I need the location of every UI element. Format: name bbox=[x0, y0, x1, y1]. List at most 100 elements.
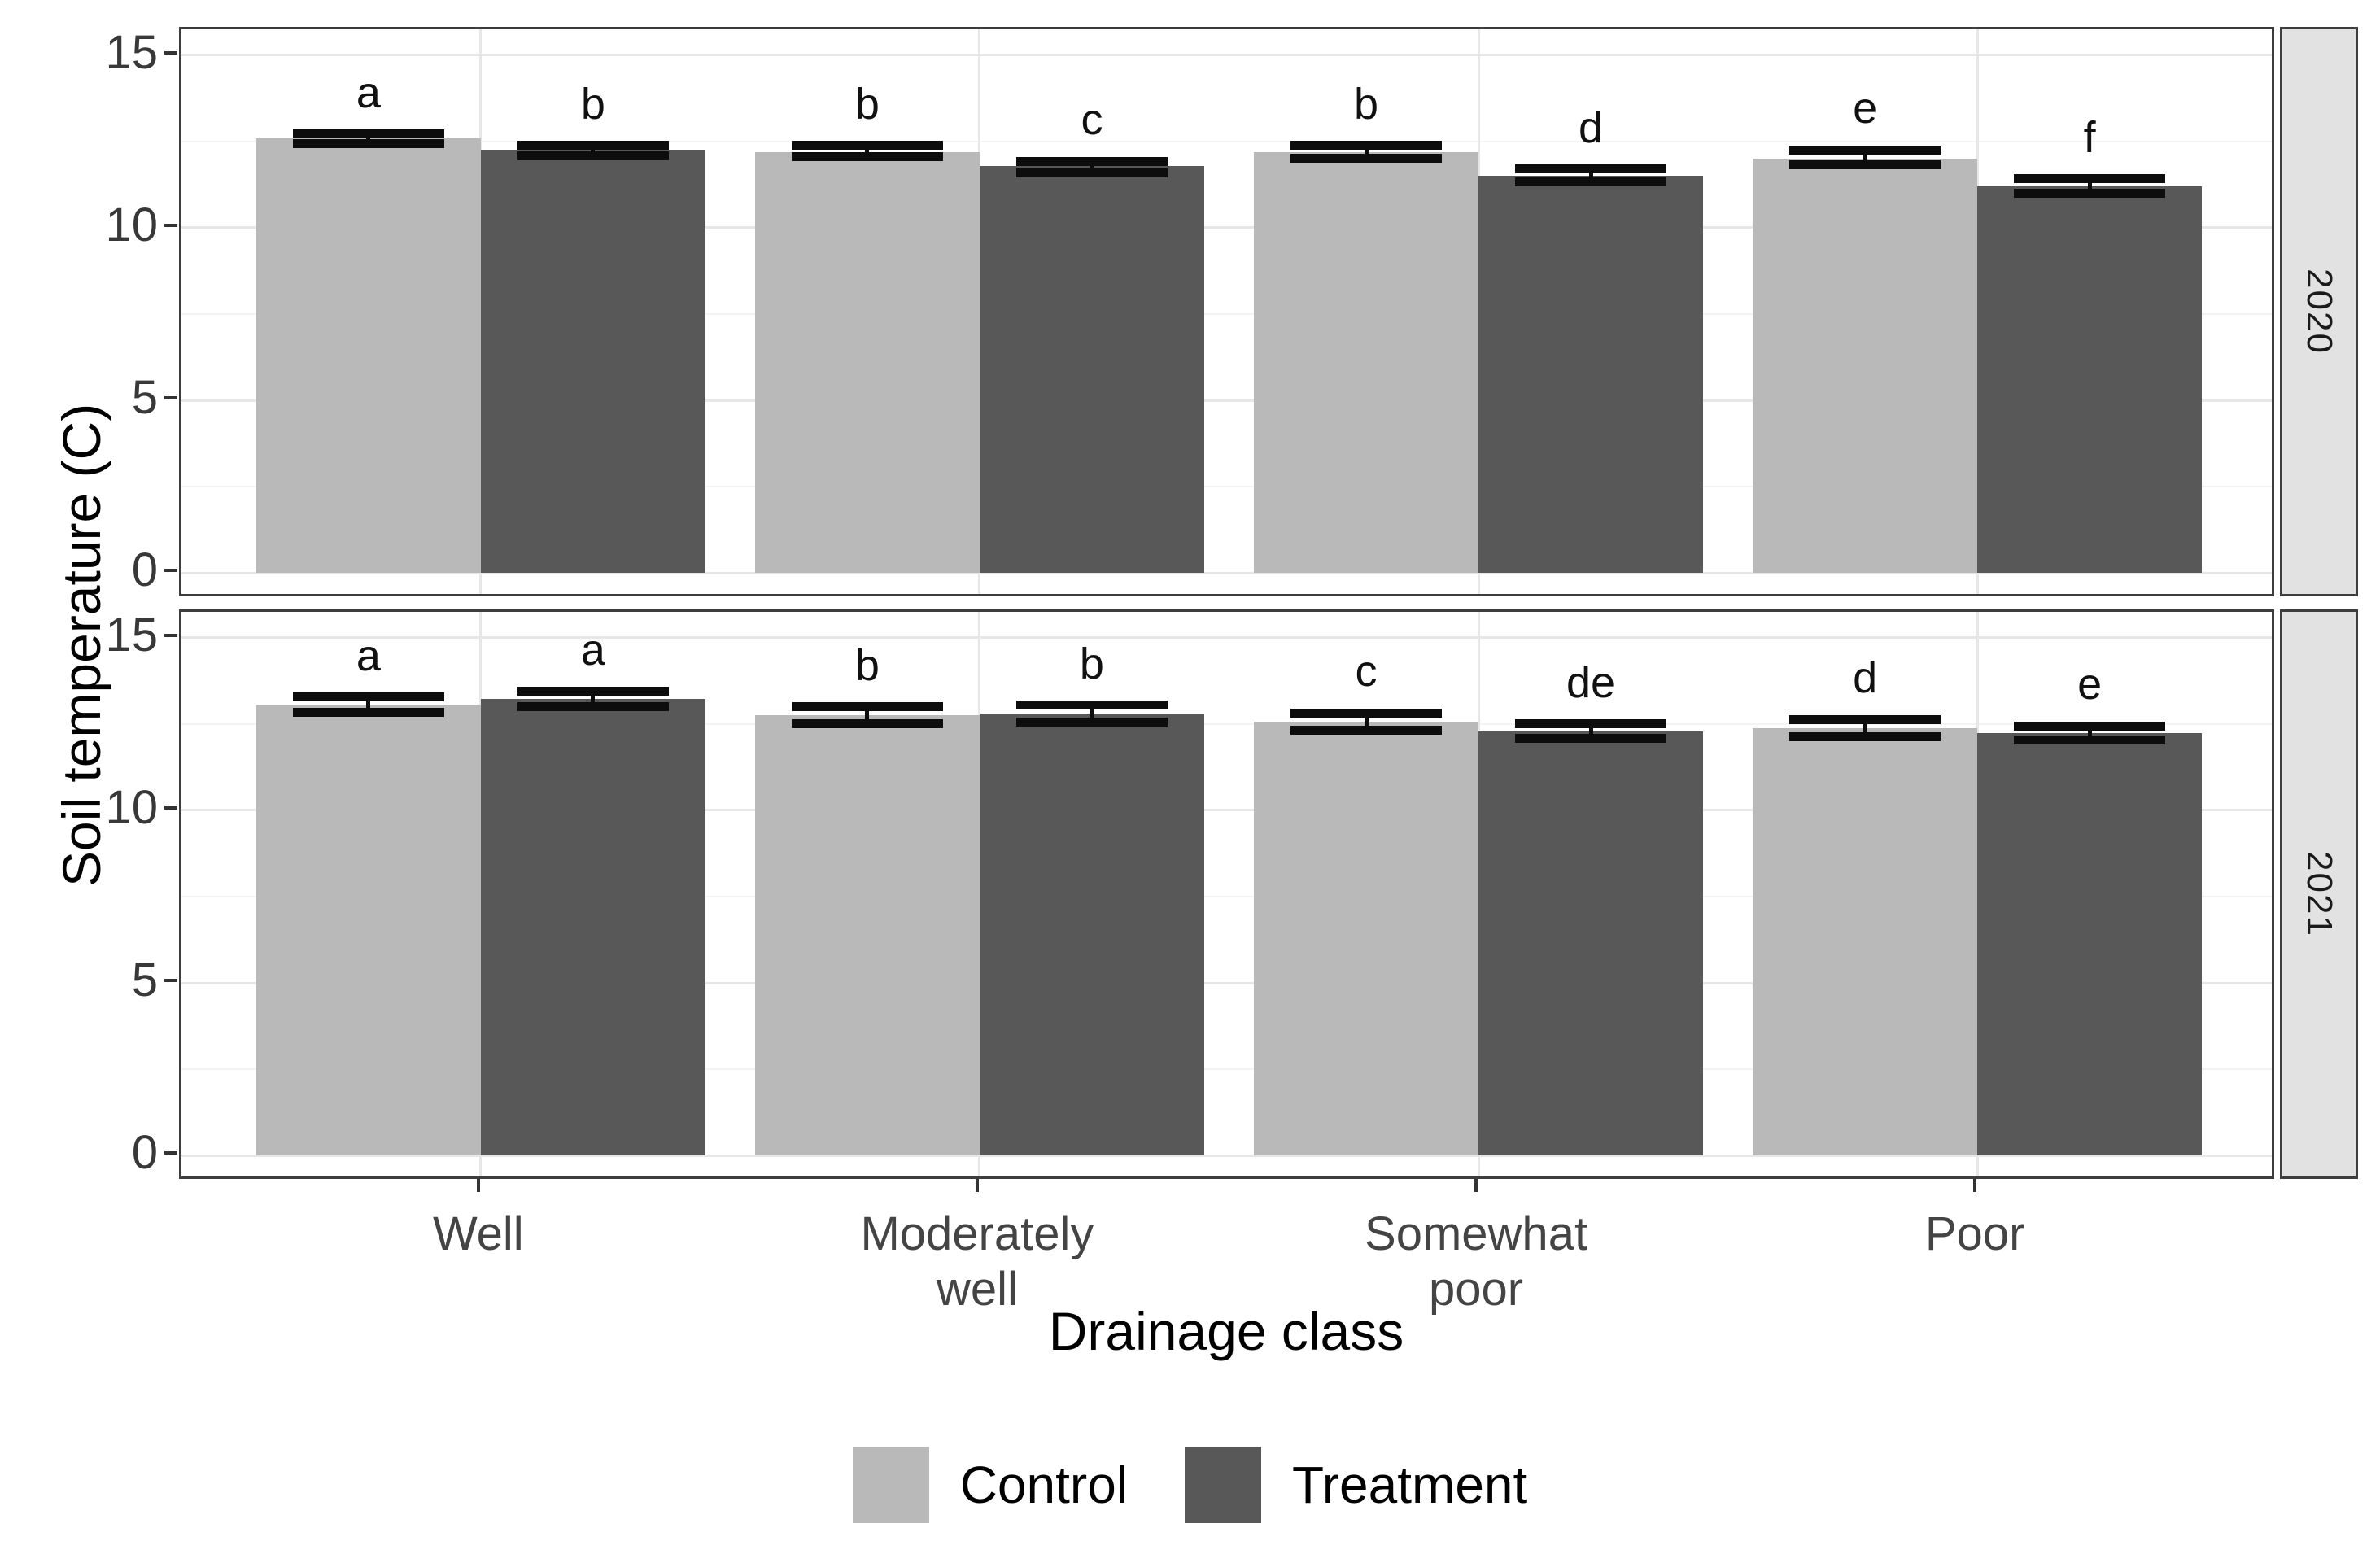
error-bar-stem-2020-well-treatment bbox=[591, 145, 596, 156]
significance-letter-2021-poor-treatment: e bbox=[2077, 660, 2103, 709]
significance-letter-2021-poor-control: d bbox=[1853, 653, 1878, 703]
error-bar-stem-2020-poor-control bbox=[1863, 150, 1867, 165]
y-axis-tick bbox=[164, 569, 177, 573]
x-axis-tick-label-poor: Poor bbox=[1924, 1207, 2025, 1260]
significance-letter-2020-somewhat-poor-treatment: d bbox=[1579, 103, 1604, 152]
bar-2021-somewhat-poor-treatment bbox=[1478, 731, 1704, 1156]
major-gridline bbox=[181, 399, 2272, 402]
y-axis-tick-label: 10 bbox=[105, 780, 158, 834]
y-axis-tick-label: 5 bbox=[131, 954, 158, 1007]
bar-2020-well-treatment bbox=[480, 150, 705, 574]
facet-strip-2020: 2020 bbox=[2280, 27, 2358, 596]
error-bar-lower-2020-somewhat-poor-control bbox=[1290, 153, 1443, 163]
x-axis-tick-label-well: Well bbox=[432, 1207, 524, 1260]
facet-strip-2021: 2021 bbox=[2280, 609, 2358, 1179]
significance-letter-2020-moderately-well-control: b bbox=[854, 79, 880, 129]
error-bar-stem-2021-moderately-well-control bbox=[865, 706, 870, 724]
minor-gridline bbox=[181, 486, 2272, 488]
bar-2020-poor-treatment bbox=[1977, 186, 2203, 574]
bar-2021-somewhat-poor-control bbox=[1254, 721, 1479, 1156]
x-axis-tick bbox=[1973, 1179, 1977, 1192]
legend: Control Treatment bbox=[0, 1447, 2380, 1523]
error-bar-upper-2020-well-treatment bbox=[517, 141, 669, 151]
error-bar-upper-2020-somewhat-poor-control bbox=[1290, 141, 1443, 151]
major-gridline bbox=[181, 809, 2272, 812]
minor-gridline bbox=[181, 722, 2272, 725]
y-axis-tick bbox=[164, 1151, 177, 1155]
significance-letter-2021-moderately-well-control: b bbox=[854, 640, 880, 690]
error-bar-stem-2021-poor-treatment bbox=[2087, 726, 2092, 740]
error-bar-upper-2021-moderately-well-treatment bbox=[1015, 701, 1168, 710]
error-bar-lower-2020-moderately-well-control bbox=[791, 152, 943, 162]
legend-label-control: Control bbox=[959, 1456, 1129, 1514]
significance-letter-2021-somewhat-poor-treatment: de bbox=[1566, 657, 1616, 707]
error-bar-lower-2020-well-treatment bbox=[517, 151, 669, 161]
x-axis-tick-label-moderately-well: Moderately well bbox=[860, 1207, 1094, 1316]
y-axis-tick bbox=[164, 979, 177, 983]
significance-letter-2021-moderately-well-treatment: b bbox=[1079, 639, 1104, 688]
bar-2020-somewhat-poor-treatment bbox=[1478, 176, 1704, 574]
minor-gridline bbox=[181, 313, 2272, 315]
y-axis-tick-label: 15 bbox=[105, 608, 158, 661]
y-axis-tick bbox=[164, 396, 177, 400]
bar-2020-well-control bbox=[255, 138, 481, 574]
facet-panel-2021: a b c d a b de e bbox=[179, 609, 2274, 1179]
significance-letter-2021-well-control: a bbox=[356, 631, 381, 680]
y-axis-tick-label: 5 bbox=[131, 371, 158, 425]
legend-label-treatment: Treatment bbox=[1292, 1456, 1528, 1514]
bar-2020-moderately-well-treatment bbox=[979, 166, 1204, 574]
error-bar-lower-2021-moderately-well-control bbox=[791, 719, 943, 729]
error-bar-stem-2020-moderately-well-treatment bbox=[1090, 161, 1094, 173]
error-bar-upper-2021-poor-treatment bbox=[2014, 721, 2166, 731]
major-gridline bbox=[181, 571, 2272, 574]
error-bar-upper-2020-poor-control bbox=[1789, 145, 1941, 155]
y-axis-tick bbox=[164, 223, 177, 227]
bar-2020-moderately-well-control bbox=[754, 151, 980, 574]
error-bar-upper-2021-somewhat-poor-control bbox=[1290, 708, 1443, 718]
legend-swatch-treatment bbox=[1185, 1447, 1262, 1523]
error-bar-lower-2021-well-treatment bbox=[517, 702, 669, 712]
error-bar-lower-2021-moderately-well-treatment bbox=[1015, 718, 1168, 727]
x-axis-tick bbox=[476, 1179, 480, 1192]
facet-strip-label: 2021 bbox=[2299, 851, 2340, 937]
bar-2021-poor-treatment bbox=[1977, 732, 2203, 1156]
error-bar-lower-2021-well-control bbox=[292, 707, 444, 717]
legend-item-treatment: Treatment bbox=[1185, 1447, 1527, 1523]
error-bar-upper-2021-well-treatment bbox=[517, 687, 669, 696]
facet-strip-label: 2020 bbox=[2299, 268, 2340, 355]
bar-2021-poor-control bbox=[1753, 727, 1978, 1156]
error-bar-stem-2021-poor-control bbox=[1863, 719, 1867, 737]
error-bar-stem-2021-somewhat-poor-control bbox=[1364, 713, 1369, 731]
error-bar-stem-2021-well-treatment bbox=[591, 691, 596, 707]
error-bar-stem-2021-moderately-well-treatment bbox=[1090, 705, 1094, 722]
error-bar-lower-2020-somewhat-poor-treatment bbox=[1515, 177, 1667, 186]
bar-2021-moderately-well-treatment bbox=[979, 714, 1204, 1156]
minor-gridline bbox=[181, 1068, 2272, 1071]
significance-letter-2020-poor-treatment: f bbox=[2083, 112, 2096, 162]
major-gridline bbox=[181, 54, 2272, 57]
error-bar-stem-2021-somewhat-poor-treatment bbox=[1588, 723, 1593, 739]
error-bar-upper-2021-poor-control bbox=[1789, 714, 1941, 724]
y-axis-tick bbox=[164, 50, 177, 55]
x-axis-tick-label-somewhat-poor: Somewhat poor bbox=[1365, 1207, 1588, 1316]
error-bar-upper-2021-moderately-well-control bbox=[791, 702, 943, 712]
y-axis-tick-label: 10 bbox=[105, 198, 158, 251]
x-axis-tick bbox=[1474, 1179, 1478, 1192]
error-bar-stem-2020-somewhat-poor-treatment bbox=[1588, 168, 1593, 182]
y-axis-tick-label: 0 bbox=[131, 1126, 158, 1180]
x-axis-tick bbox=[975, 1179, 979, 1192]
bar-2020-somewhat-poor-control bbox=[1254, 151, 1479, 574]
x-axis-title: Drainage class bbox=[1048, 1301, 1404, 1361]
error-bar-stem-2020-well-control bbox=[366, 133, 371, 143]
error-bar-stem-2020-poor-treatment bbox=[2087, 178, 2092, 194]
significance-letter-2020-well-control: a bbox=[356, 68, 381, 117]
error-bar-stem-2020-moderately-well-control bbox=[865, 145, 870, 157]
error-bar-lower-2021-somewhat-poor-control bbox=[1290, 725, 1443, 735]
y-axis-tick-label: 0 bbox=[131, 543, 158, 597]
legend-swatch-control bbox=[852, 1447, 929, 1523]
error-bar-upper-2020-poor-treatment bbox=[2014, 174, 2166, 184]
error-bar-lower-2020-well-control bbox=[292, 138, 444, 148]
significance-letter-2020-poor-control: e bbox=[1853, 84, 1878, 133]
significance-letter-2021-somewhat-poor-control: c bbox=[1355, 647, 1378, 696]
error-bar-upper-2020-moderately-well-treatment bbox=[1015, 156, 1168, 166]
